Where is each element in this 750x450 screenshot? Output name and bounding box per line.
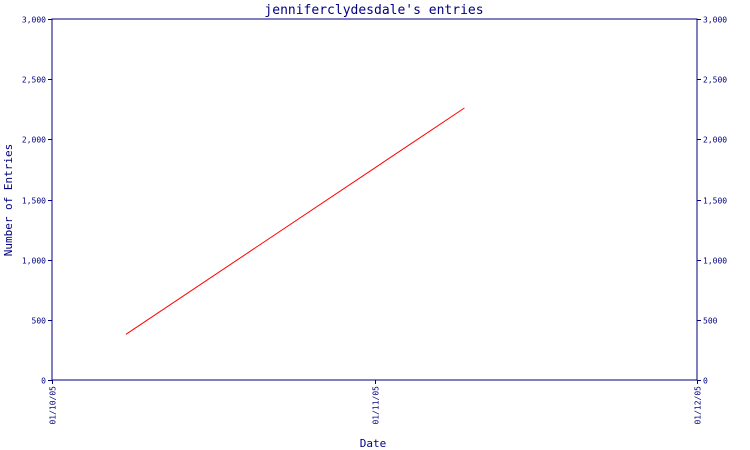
y-tick-label-right: 1,000 — [703, 257, 727, 266]
x-tick-label: 01/10/05 — [49, 386, 58, 425]
series-line — [125, 107, 465, 335]
y-tick-label-right: 500 — [703, 317, 718, 326]
y-tick-label-left: 2,500 — [22, 76, 46, 85]
y-tick-label-left: 500 — [32, 317, 47, 326]
plot-frame — [51, 18, 698, 381]
chart-title: jenniferclydesdale's entries — [264, 3, 483, 18]
y-tick-label-left: 1,000 — [22, 257, 46, 266]
y-tick-label-right: 3,000 — [703, 16, 727, 25]
x-tick-label: 01/11/05 — [372, 386, 381, 425]
y-tick-label-left: 3,000 — [22, 16, 46, 25]
x-tick-label: 01/12/05 — [694, 386, 703, 425]
y-tick-label-left: 2,000 — [22, 136, 46, 145]
y-axis-label: Number of Entries — [2, 144, 15, 257]
y-tick-label-left: 0 — [41, 377, 46, 386]
y-tick-label-right: 2,500 — [703, 76, 727, 85]
y-tick-label-right: 0 — [703, 377, 708, 386]
y-tick-label-right: 1,500 — [703, 197, 727, 206]
plot-area: 0 0 500 500 1,000 1,000 1,500 1,500 2,000 2,000 2,… — [22, 16, 727, 425]
y-tick-label-left: 1,500 — [22, 197, 46, 206]
y-tick-label-right: 2,000 — [703, 136, 727, 145]
x-axis-label: Date — [360, 437, 387, 450]
